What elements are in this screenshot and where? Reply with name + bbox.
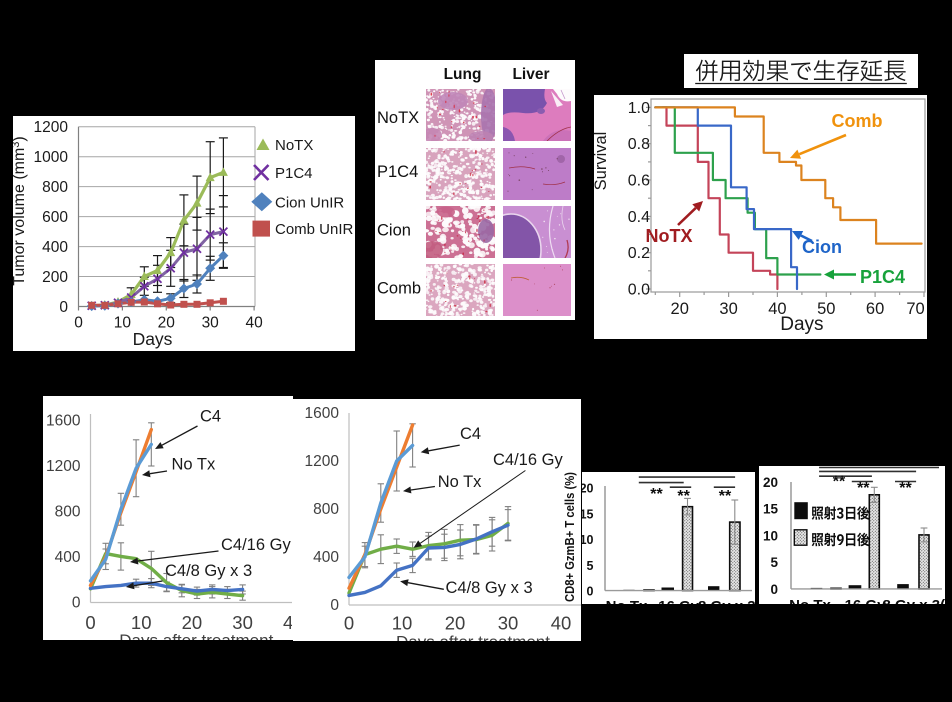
svg-text:Survival: Survival (594, 132, 610, 191)
svg-text:30: 30 (232, 612, 253, 633)
svg-text:16 Gy: 16 Gy (658, 598, 700, 603)
svg-text:800: 800 (313, 501, 339, 518)
svg-text:1.0: 1.0 (628, 100, 650, 117)
svg-text:Tumor volume (mm3): Tumor volume (mm3) (13, 136, 28, 286)
svg-text:**: ** (683, 472, 696, 481)
svg-text:Cion: Cion (377, 222, 411, 240)
svg-text:400: 400 (55, 549, 81, 566)
svg-text:Days: Days (780, 314, 823, 335)
svg-text:0: 0 (330, 597, 339, 614)
svg-text:10: 10 (114, 315, 132, 332)
svg-text:Comb: Comb (377, 280, 421, 298)
svg-text:No Tx: No Tx (437, 473, 481, 491)
svg-text:20: 20 (671, 300, 689, 318)
svg-text:8 Gy x 3(6: 8 Gy x 3(6 (883, 597, 945, 604)
svg-text:C4: C4 (460, 425, 481, 443)
svg-text:C4: C4 (200, 408, 221, 426)
svg-text:No Tx: No Tx (172, 456, 216, 474)
svg-text:0.4: 0.4 (628, 209, 650, 226)
svg-text:40: 40 (245, 315, 263, 332)
svg-text:40: 40 (550, 613, 571, 634)
svg-text:10: 10 (582, 533, 594, 547)
svg-text:0.8: 0.8 (628, 136, 650, 153)
svg-text:Cion UnIR: Cion UnIR (275, 194, 344, 211)
svg-text:C4/8 Gy x 3: C4/8 Gy x 3 (445, 579, 532, 597)
svg-text:200: 200 (42, 269, 68, 286)
svg-text:No Tx: No Tx (606, 598, 648, 603)
svg-text:P1C4: P1C4 (275, 165, 313, 182)
svg-text:10: 10 (391, 613, 412, 634)
svg-text:Days: Days (133, 329, 173, 349)
svg-text:1200: 1200 (304, 453, 339, 470)
svg-text:0: 0 (72, 595, 81, 612)
svg-text:600: 600 (42, 209, 68, 226)
svg-text:NoTX: NoTX (275, 137, 313, 154)
svg-text:800: 800 (42, 179, 68, 196)
svg-text:1200: 1200 (46, 458, 81, 475)
svg-text:5: 5 (587, 559, 594, 573)
svg-text:0.2: 0.2 (628, 245, 650, 262)
svg-text:**: ** (650, 486, 663, 503)
svg-text:Days after treatment: Days after treatment (119, 631, 273, 640)
svg-text:20: 20 (763, 475, 778, 490)
svg-text:P1C4: P1C4 (860, 267, 905, 287)
svg-text:50: 50 (817, 300, 835, 318)
svg-text:10: 10 (763, 529, 778, 544)
svg-text:1200: 1200 (34, 119, 69, 136)
svg-text:**: ** (857, 480, 870, 497)
svg-text:30: 30 (497, 613, 518, 634)
svg-text:800: 800 (55, 504, 81, 521)
svg-text:No Tx: No Tx (789, 597, 831, 604)
svg-text:Liver: Liver (512, 66, 549, 83)
svg-text:20: 20 (444, 613, 465, 634)
svg-text:1000: 1000 (34, 149, 69, 166)
svg-text:0: 0 (587, 585, 594, 599)
svg-text:20: 20 (182, 612, 203, 633)
svg-text:Days after treatment: Days after treatment (395, 633, 549, 642)
svg-text:20: 20 (582, 482, 594, 496)
svg-text:8 Gy x 3(6: 8 Gy x 3(6 (698, 598, 755, 603)
svg-text:**: ** (719, 488, 732, 505)
svg-text:C4/16 Gy: C4/16 Gy (221, 536, 291, 554)
svg-text:P1C4: P1C4 (377, 163, 418, 181)
svg-text:30: 30 (719, 300, 737, 318)
svg-text:5: 5 (770, 555, 778, 570)
svg-text:1600: 1600 (304, 405, 339, 422)
svg-text:15: 15 (763, 502, 779, 517)
svg-text:NoTX: NoTX (377, 109, 419, 127)
svg-text:30: 30 (202, 315, 220, 332)
svg-text:1600: 1600 (46, 413, 81, 430)
svg-text:**: ** (867, 466, 880, 474)
svg-text:Cion: Cion (802, 237, 842, 257)
svg-text:0.6: 0.6 (628, 173, 650, 190)
svg-text:**: ** (677, 488, 690, 505)
svg-text:NoTX: NoTX (646, 226, 693, 246)
svg-text:**: ** (899, 480, 912, 497)
svg-text:10: 10 (131, 612, 152, 633)
svg-text:400: 400 (313, 549, 339, 566)
svg-text:0: 0 (85, 612, 95, 633)
svg-text:C4/8 Gy x 3: C4/8 Gy x 3 (165, 562, 252, 580)
svg-text:20: 20 (158, 315, 176, 332)
svg-text:0: 0 (74, 315, 83, 332)
svg-text:Comb UnIR: Comb UnIR (275, 221, 354, 238)
svg-text:400: 400 (42, 239, 68, 256)
svg-text:CD8+ GzmB+ T cells (%): CD8+ GzmB+ T cells (%) (563, 472, 577, 602)
svg-text:60: 60 (866, 300, 884, 318)
svg-text:C4/16 Gy: C4/16 Gy (493, 451, 563, 469)
svg-text:0: 0 (343, 613, 353, 634)
svg-text:Comb: Comb (832, 111, 883, 131)
svg-text:15: 15 (582, 507, 594, 521)
svg-text:0.0: 0.0 (628, 282, 650, 299)
svg-text:40: 40 (283, 612, 292, 633)
svg-text:0: 0 (770, 582, 778, 597)
svg-text:**: ** (833, 474, 846, 491)
svg-text:Lung: Lung (444, 66, 482, 83)
svg-text:40: 40 (768, 300, 786, 318)
svg-text:0: 0 (59, 299, 68, 316)
svg-text:16 Gy: 16 Gy (845, 597, 887, 604)
svg-text:70: 70 (906, 300, 924, 318)
